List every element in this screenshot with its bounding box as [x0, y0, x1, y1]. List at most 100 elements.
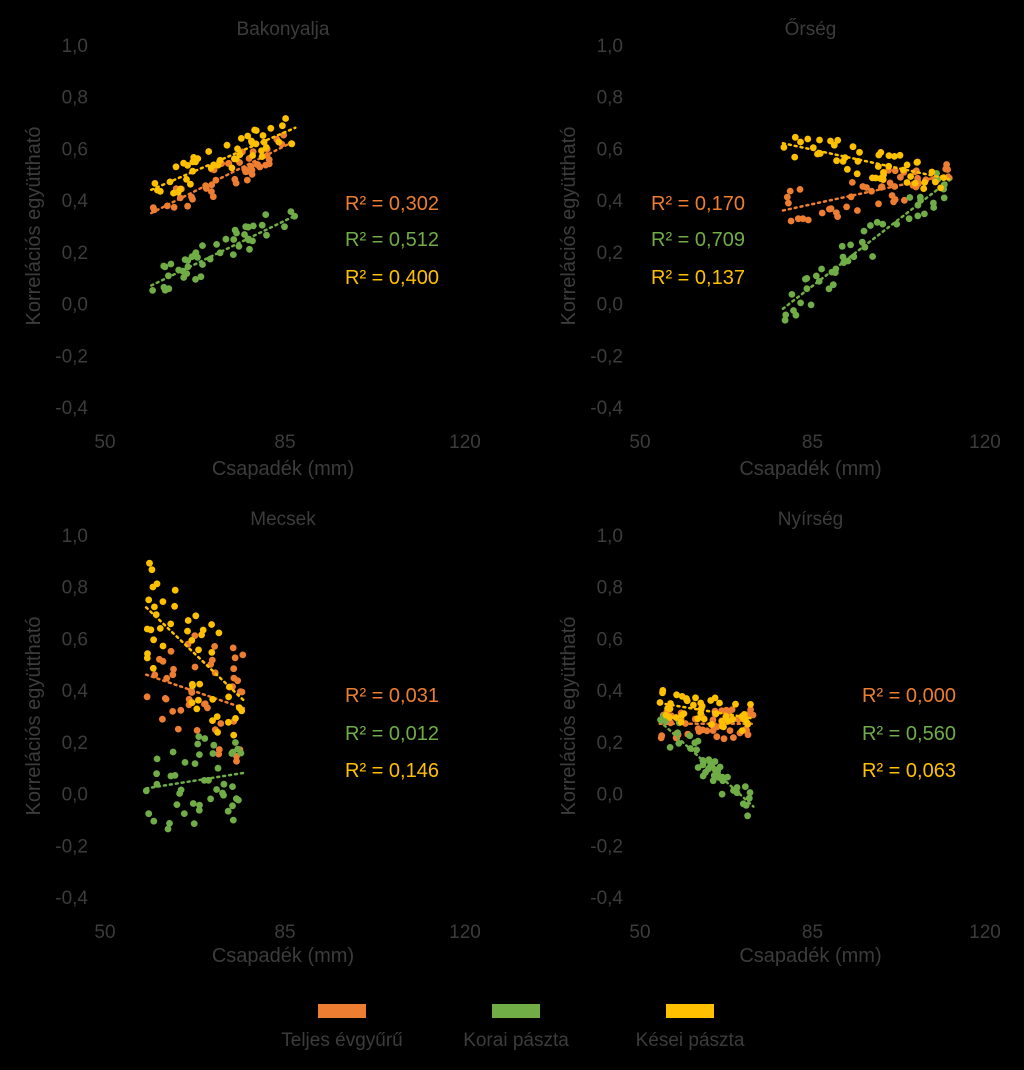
- data-point: [839, 253, 847, 261]
- data-point: [911, 179, 919, 187]
- data-point: [791, 153, 799, 161]
- data-point: [188, 699, 196, 707]
- data-point: [208, 649, 216, 656]
- data-point: [893, 220, 901, 228]
- data-point: [220, 791, 227, 799]
- data-point: [279, 122, 286, 130]
- data-point: [803, 275, 811, 282]
- data-point: [788, 291, 796, 298]
- data-point: [145, 810, 153, 818]
- trend-line-teljes: [144, 673, 246, 710]
- data-point: [230, 674, 238, 682]
- data-point: [930, 199, 937, 207]
- data-point: [246, 245, 253, 253]
- data-point: [231, 654, 239, 662]
- data-point: [708, 721, 715, 728]
- data-point: [201, 735, 209, 742]
- data-point: [858, 238, 866, 246]
- r2-label-teljes: R² = 0,000: [862, 685, 956, 707]
- data-point: [662, 711, 670, 719]
- data-point: [782, 311, 790, 319]
- data-point: [818, 265, 825, 273]
- r2-label-korai: R² = 0,560: [862, 723, 956, 745]
- x-tick-label: 50: [629, 922, 650, 943]
- data-point: [208, 188, 215, 196]
- panel-2: Őrség -0,4 -0,2 0,0 0,2 0,4 0,6 0,8 1,0 50 85 120 Cs…: [558, 18, 1001, 480]
- r2-label-korai: R² = 0,709: [651, 229, 745, 251]
- data-point: [854, 207, 861, 214]
- data-point: [744, 812, 751, 820]
- data-point: [210, 741, 218, 749]
- data-point: [742, 802, 750, 809]
- data-point: [217, 720, 225, 727]
- y-tick-label: 0,6: [62, 139, 88, 160]
- trend-line-korai: [150, 214, 297, 287]
- data-point: [198, 631, 206, 639]
- data-point: [180, 274, 188, 281]
- x-axis-label: Csapadék (mm): [739, 945, 881, 967]
- data-point: [252, 127, 260, 134]
- y-tick-label: 0,8: [597, 578, 623, 599]
- data-point: [709, 777, 717, 785]
- x-axis-label: Csapadék (mm): [212, 945, 354, 967]
- y-tick-label: 0,2: [62, 733, 88, 754]
- data-point: [891, 167, 899, 175]
- data-point: [829, 281, 837, 289]
- data-point: [167, 620, 175, 628]
- data-point: [147, 626, 155, 634]
- data-point: [877, 149, 885, 156]
- x-tick-label: 50: [94, 432, 115, 453]
- data-point: [825, 285, 833, 293]
- data-point: [732, 700, 739, 708]
- series-korai: [142, 733, 246, 833]
- data-point: [657, 734, 665, 742]
- data-point: [229, 644, 237, 652]
- data-point: [242, 223, 250, 231]
- data-point: [209, 193, 217, 201]
- x-tick-label: 85: [802, 432, 823, 453]
- data-point: [262, 144, 270, 151]
- y-tick-label: 1,0: [597, 526, 623, 547]
- data-point: [722, 706, 730, 714]
- series-kesei: [143, 559, 246, 739]
- y-axis-label: Korrelációs együttható: [558, 616, 580, 815]
- data-point: [169, 671, 177, 679]
- data-point: [229, 251, 237, 258]
- data-point: [195, 806, 203, 814]
- data-point: [728, 706, 736, 713]
- data-point: [201, 700, 209, 708]
- data-point: [213, 786, 221, 793]
- data-point: [833, 157, 840, 165]
- data-point: [867, 222, 874, 229]
- data-point: [940, 194, 948, 202]
- data-point: [256, 163, 264, 171]
- r2-label-kesei: R² = 0,400: [345, 267, 439, 289]
- data-point: [791, 133, 799, 141]
- data-point: [207, 164, 215, 172]
- data-point: [239, 651, 247, 659]
- data-point: [153, 755, 161, 763]
- series-kesei: [150, 115, 297, 197]
- panel-title: Mecsek: [250, 509, 316, 530]
- legend-swatch-teljes: [318, 1004, 366, 1018]
- data-point: [675, 739, 683, 747]
- y-tick-label: 0,4: [62, 191, 89, 212]
- y-tick-label: 0,4: [597, 681, 624, 702]
- panel-title: Bakonyalja: [237, 19, 330, 40]
- data-point: [914, 212, 922, 220]
- data-point: [238, 688, 246, 696]
- legend-label-teljes: Teljes évgyűrű: [281, 1030, 402, 1051]
- data-point: [208, 621, 216, 628]
- data-point: [694, 715, 702, 723]
- y-tick-label: 0,6: [597, 629, 623, 650]
- data-point: [190, 820, 198, 827]
- data-point: [214, 764, 222, 772]
- data-point: [677, 718, 685, 726]
- y-tick-label: 0,8: [62, 88, 88, 109]
- data-point: [196, 801, 203, 809]
- data-point: [747, 701, 754, 708]
- data-point: [794, 215, 802, 223]
- data-point: [859, 183, 867, 190]
- x-tick-label: 85: [802, 922, 823, 943]
